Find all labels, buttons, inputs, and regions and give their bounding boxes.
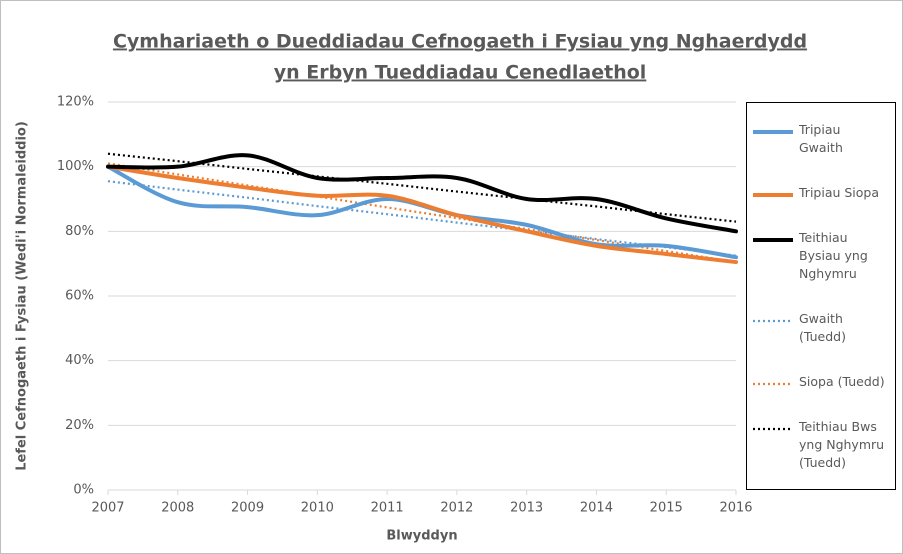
legend-item: Teithiau Bws yng Nghymru (Tuedd) (747, 418, 895, 472)
x-tick-label: 2015 (650, 501, 683, 516)
x-tick-label: 2014 (580, 501, 613, 516)
series-line (106, 153, 738, 234)
x-tick-label: 2012 (440, 501, 473, 516)
legend-label: Siopa (Tuedd) (799, 373, 885, 389)
x-tick-label: 2011 (371, 501, 404, 516)
x-tick-label: 2010 (301, 501, 334, 516)
y-tick-label: 80% (65, 224, 94, 239)
y-tick-label: 120% (57, 95, 94, 110)
legend: Tripiau Gwaith Tripiau Siopa Teithiau Bysi… (746, 102, 896, 490)
legend-item: Gwaith (Tuedd) (747, 310, 895, 346)
legend-item: Tripiau Siopa (747, 184, 895, 202)
legend-label: Tripiau Gwaith (799, 121, 843, 155)
chart-subtitle: yn Erbyn Tueddiadau Cenedlaethol (274, 62, 647, 84)
legend-label: Teithiau Bws yng Nghymru (Tuedd) (799, 418, 885, 470)
legend-label: Tripiau Siopa (799, 184, 880, 200)
legend-label: Gwaith (Tuedd) (799, 310, 846, 344)
y-tick-label: 100% (57, 159, 94, 174)
x-tick-label: 2008 (161, 501, 194, 516)
x-axis-label: Blwyddyn (386, 529, 457, 544)
legend-item: Teithiau Bysiau yng Nghymru (747, 229, 895, 283)
legend-label: Teithiau Bysiau yng Nghymru (799, 229, 868, 281)
legend-swatch (753, 427, 793, 430)
x-tick-label: 2009 (231, 501, 264, 516)
y-tick-label: 60% (65, 289, 94, 304)
x-tick-label: 2007 (91, 501, 124, 516)
legend-swatch (753, 237, 793, 242)
trend-line (107, 162, 737, 264)
x-tick-label: 2013 (510, 501, 543, 516)
legend-swatch (753, 319, 793, 322)
trend-line (107, 180, 737, 257)
y-tick-label: 40% (65, 353, 94, 368)
chart-title: Cymhariaeth o Dueddiadau Cefnogaeth i Fy… (113, 31, 807, 53)
legend-item: Siopa (Tuedd) (747, 373, 895, 391)
y-tick-label: 0% (73, 483, 94, 498)
legend-item: Tripiau Gwaith (747, 121, 895, 157)
legend-swatch (753, 129, 793, 134)
x-tick-label: 2016 (719, 501, 752, 516)
trend-line (107, 152, 737, 223)
legend-swatch (753, 192, 793, 197)
y-tick-label: 20% (65, 418, 94, 433)
y-axis-label: Lefel Cefnogaeth i Fysiau (Wedi'i Normal… (15, 121, 30, 471)
series-line (106, 164, 738, 265)
legend-swatch (753, 382, 793, 385)
